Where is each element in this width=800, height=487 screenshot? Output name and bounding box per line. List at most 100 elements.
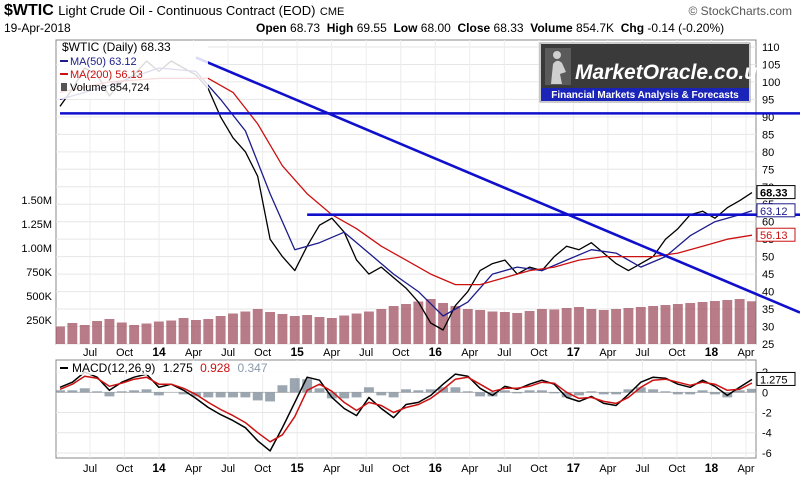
volume-bar: [215, 316, 226, 344]
macd-x-tick-label: Oct: [392, 463, 409, 475]
ma200-line: [59, 77, 753, 286]
macd-histogram-bar: [376, 392, 387, 396]
chg-value: -0.14 (-0.20%): [647, 21, 725, 35]
price-tick-label: 25: [762, 339, 774, 351]
legend-volume-swatch: [61, 83, 67, 91]
volume-bar: [672, 304, 683, 344]
macd-histogram-bar: [326, 392, 337, 399]
macd-x-tick-label: 16: [429, 461, 443, 475]
volume-bar: [153, 321, 164, 344]
right-value-marker: [756, 371, 796, 386]
macd-legend-value: 1.275: [163, 361, 193, 375]
stockcharts-credit[interactable]: © StockCharts.com: [688, 4, 792, 18]
macd-histogram-bar: [141, 389, 152, 393]
macd-histogram-bar: [475, 392, 486, 397]
macd-histogram-bar: [129, 390, 140, 393]
macd-histogram-bar: [363, 387, 374, 393]
macd-histogram-bar: [561, 392, 572, 398]
volume-bar: [326, 318, 337, 344]
macd-histogram-bar: [228, 392, 238, 398]
macd-panel: [55, 359, 757, 459]
volume-bar: [314, 317, 325, 344]
macd-x-tick-label: 17: [567, 461, 581, 475]
macd-histogram-bar: [104, 392, 115, 397]
volume-bar: [178, 318, 189, 344]
macd-histogram-bar: [413, 390, 424, 393]
chart-date: 19-Apr-2018: [4, 21, 71, 35]
macd-x-tick-label: Oct: [254, 463, 271, 475]
macd-histogram-bar: [425, 389, 436, 393]
macd-legend-label: MACD(12,26,9): [72, 361, 155, 375]
volume-bar: [376, 309, 387, 344]
trendline-descending: [195, 56, 800, 314]
volume-bar: [623, 308, 634, 344]
macd-histogram-bar: [598, 392, 609, 395]
macd-x-tick-label: Apr: [185, 463, 202, 475]
macd-histogram-bar: [351, 392, 362, 398]
volume-bar: [401, 304, 411, 344]
price-x-tick-label: Jul: [83, 347, 97, 359]
volume-bar: [425, 299, 436, 344]
volume-bar: [462, 309, 473, 344]
ma50-line: [59, 67, 753, 317]
macd-histogram-bar: [499, 390, 510, 393]
volume-bar: [203, 319, 214, 344]
open-label: Open: [256, 21, 287, 35]
right-value-label: 56.13: [760, 230, 788, 242]
volume-bar: [141, 323, 152, 344]
volume-bar: [549, 309, 560, 344]
volume-bar: [339, 315, 350, 344]
volume-axis-labels: 250K 500K 750K 1.00M 1.25M 1.50M: [21, 195, 52, 327]
right-value-marker: [756, 185, 796, 200]
open-value: 68.73: [290, 21, 321, 35]
volume-bar: [252, 309, 263, 344]
macd-histogram-bar: [450, 387, 461, 393]
macd-tick-label: 0: [762, 387, 768, 399]
price-tick-label: 45: [762, 269, 774, 281]
macd-histogram-bar: [215, 392, 226, 398]
price-x-tick-label: Apr: [461, 347, 478, 359]
macd-histogram-bar: [660, 391, 671, 393]
volume-bar: [697, 302, 708, 344]
volume-bar: [240, 311, 251, 344]
volume-bar: [190, 320, 201, 344]
macd-x-tick-label: Jul: [83, 463, 97, 475]
macd-tick-label: -2: [762, 408, 772, 420]
macd-x-tick-label: 14: [152, 461, 166, 475]
macd-tick-label: -6: [762, 448, 772, 460]
macd-x-tick-label: Oct: [530, 463, 547, 475]
logo-brand: MarketOracle.co.uk: [575, 61, 770, 84]
macd-histogram-bar: [635, 387, 646, 393]
macd-histogram-bar: [92, 391, 103, 393]
price-x-tick-label: Apr: [323, 347, 340, 359]
price-legend: $WTIC (Daily) 68.33 MA(50) 63.12 MA(200)…: [58, 40, 208, 99]
macd-x-tick-label: Oct: [116, 463, 133, 475]
macd-histogram-bar: [574, 392, 584, 396]
macd-histogram-bar: [56, 390, 65, 393]
macd-x-tick-label: Apr: [323, 463, 340, 475]
volume-tick-label: 500K: [26, 291, 52, 303]
macd-histogram-bar: [265, 392, 276, 402]
macd-histogram-bar: [709, 392, 720, 395]
price-tick-label: 40: [762, 287, 774, 299]
volume-bar: [104, 319, 115, 344]
macd-legend-signal: 0.928: [200, 361, 230, 375]
legend-ma200: MA(200) 56.13: [70, 69, 143, 81]
price-tick-label: 85: [762, 129, 774, 141]
price-x-tick-label: 17: [567, 345, 581, 359]
macd-x-tick-label: 18: [705, 461, 719, 475]
macd-histogram-bar: [611, 392, 622, 395]
price-x-tick-label: Jul: [497, 347, 511, 359]
volume-tick-label: 250K: [26, 315, 52, 327]
volume-bar: [475, 310, 486, 344]
volume-bar: [709, 301, 720, 344]
macd-histogram-bar: [153, 392, 164, 396]
volume-bar: [512, 313, 523, 344]
price-x-axis-labels: Jul Oct 14 Apr Jul Oct 15 Apr Jul Oct 16 Apr Jul Oct 1…: [83, 345, 755, 359]
price-x-tick-label: Oct: [254, 347, 271, 359]
market-oracle-logo[interactable]: MarketOracle.co.uk Financial Markets Ana…: [539, 42, 770, 103]
price-tick-label: 35: [762, 304, 774, 316]
close-value: 68.33: [493, 21, 524, 35]
low-label: Low: [393, 21, 418, 35]
legend-ma50: MA(50) 63.12: [70, 56, 137, 68]
